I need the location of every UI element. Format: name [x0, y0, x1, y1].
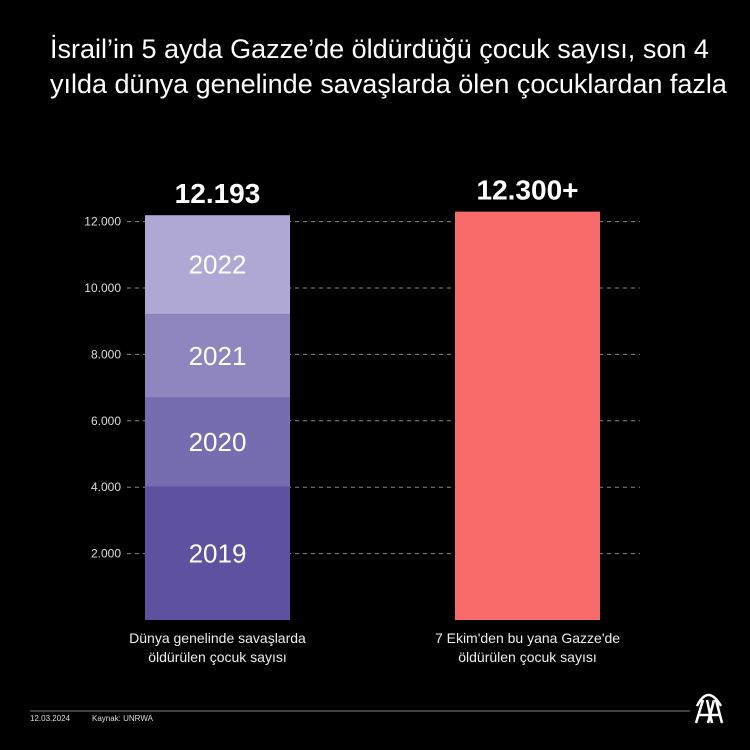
bar-segment — [455, 211, 600, 620]
total-label: 12.193 — [175, 178, 261, 209]
y-tick-label: 10.000 — [84, 281, 121, 295]
category-label: öldürülen çocuk sayısı — [148, 649, 287, 665]
bar-segment — [145, 314, 290, 398]
category-label: Dünya genelinde savaşlarda — [129, 630, 306, 646]
bar-segment — [145, 486, 290, 620]
category-label: öldürülen çocuk sayısı — [458, 649, 597, 665]
bar-segment — [145, 397, 290, 487]
aa-logo — [694, 693, 724, 724]
segment-label: 2022 — [189, 250, 247, 280]
segment-label: 2019 — [189, 538, 247, 568]
segment-label: 2020 — [189, 427, 247, 457]
y-tick-label: 12.000 — [84, 215, 121, 229]
y-tick-label: 6.000 — [91, 414, 121, 428]
footer-date: 12.03.2024 — [30, 714, 71, 723]
aa-logo-icon — [694, 693, 724, 724]
total-label: 12.300+ — [477, 175, 579, 206]
bar-segment — [145, 215, 290, 315]
category-label: 7 Ekim'den bu yana Gazze'de — [435, 630, 620, 646]
footer-source: Kaynak: UNRWA — [92, 714, 153, 723]
chart-title: İsrail’in 5 ayda Gazze’de öldürdüğü çocu… — [50, 34, 727, 99]
segment-label: 2021 — [189, 341, 247, 371]
y-tick-label: 4.000 — [91, 480, 121, 494]
y-tick-label: 2.000 — [91, 547, 121, 561]
y-tick-label: 8.000 — [91, 347, 121, 361]
